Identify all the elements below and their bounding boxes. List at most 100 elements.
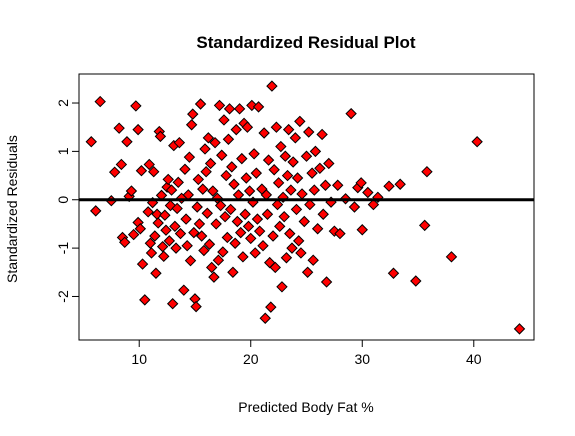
- data-points: [85, 80, 526, 335]
- data-point: [203, 238, 216, 250]
- data-point: [304, 198, 316, 211]
- data-point: [240, 172, 252, 184]
- data-point: [285, 184, 297, 196]
- data-point: [314, 162, 326, 175]
- data-point: [221, 231, 234, 244]
- x-tick-label: 30: [354, 351, 370, 367]
- data-point: [513, 323, 526, 335]
- data-point: [316, 128, 328, 141]
- data-point: [243, 185, 256, 197]
- y-axis-label: Standardized Residuals: [4, 135, 20, 283]
- data-point: [159, 209, 171, 221]
- data-point: [280, 252, 293, 264]
- x-axis-label: Predicted Body Fat %: [238, 399, 373, 415]
- data-point: [237, 251, 249, 263]
- data-point: [278, 210, 290, 223]
- data-point: [275, 140, 287, 153]
- data-point: [261, 208, 274, 220]
- data-point: [262, 154, 275, 166]
- data-point: [217, 246, 229, 258]
- x-tick-label: 10: [131, 351, 147, 367]
- data-point: [289, 132, 302, 144]
- data-point: [323, 157, 335, 170]
- data-point: [383, 180, 395, 192]
- data-point: [263, 256, 276, 269]
- data-point: [213, 99, 226, 112]
- data-point: [121, 136, 133, 148]
- data-point: [190, 300, 202, 313]
- data-point: [471, 136, 483, 148]
- data-point: [149, 230, 161, 242]
- data-point: [295, 247, 307, 259]
- y-tick-label: 1: [55, 147, 71, 155]
- data-point: [143, 158, 155, 171]
- y-axis: -2 -1 0 1 2: [55, 99, 80, 303]
- data-point: [185, 119, 198, 131]
- data-point: [229, 237, 241, 249]
- data-point: [421, 165, 433, 178]
- data-point: [241, 121, 254, 133]
- data-point: [271, 198, 284, 211]
- data-point: [198, 244, 210, 257]
- data-point: [223, 103, 236, 115]
- data-point: [94, 95, 106, 108]
- data-point: [192, 173, 205, 186]
- data-point: [174, 227, 187, 240]
- y-tick-label: 0: [55, 196, 71, 204]
- y-tick-label: -1: [55, 242, 71, 255]
- data-point: [394, 178, 406, 190]
- data-point: [367, 198, 380, 211]
- data-point: [301, 266, 314, 278]
- data-point: [253, 225, 266, 237]
- y-tick-label: 2: [55, 99, 71, 107]
- data-point: [135, 165, 148, 177]
- data-point: [348, 201, 361, 213]
- data-point: [156, 240, 169, 253]
- data-point: [236, 152, 248, 165]
- data-point: [181, 239, 193, 252]
- data-point: [266, 80, 278, 92]
- data-point: [166, 298, 179, 310]
- data-point: [332, 179, 344, 191]
- chart-title: Standardized Residual Plot: [196, 33, 415, 52]
- data-point: [231, 215, 244, 228]
- data-point: [115, 158, 128, 171]
- x-tick-label: 20: [243, 351, 259, 367]
- data-point: [270, 121, 283, 133]
- data-point: [274, 220, 286, 233]
- data-point: [387, 267, 400, 279]
- data-point: [290, 203, 303, 216]
- data-point: [334, 227, 346, 240]
- data-point: [206, 261, 218, 274]
- data-point: [193, 218, 206, 230]
- data-point: [282, 123, 295, 136]
- data-point: [224, 203, 237, 216]
- data-point: [222, 133, 235, 145]
- data-point: [298, 215, 310, 228]
- data-point: [158, 250, 170, 263]
- data-point: [269, 261, 281, 274]
- data-point: [108, 166, 121, 178]
- data-point: [355, 177, 367, 189]
- data-point: [309, 145, 322, 158]
- data-point: [154, 130, 167, 143]
- data-point: [265, 301, 277, 313]
- data-point: [187, 108, 199, 120]
- data-point: [252, 101, 265, 113]
- data-point: [257, 239, 269, 252]
- data-point: [144, 237, 157, 249]
- data-point: [228, 178, 240, 190]
- data-point: [242, 220, 255, 233]
- data-point: [317, 208, 329, 220]
- data-point: [132, 123, 144, 136]
- data-point: [202, 132, 215, 144]
- data-point: [200, 165, 212, 178]
- data-point: [272, 177, 285, 189]
- data-point: [150, 267, 162, 279]
- data-point: [233, 103, 246, 115]
- data-point: [249, 247, 261, 259]
- data-point: [207, 185, 219, 197]
- data-point: [307, 254, 319, 266]
- data-point: [234, 226, 247, 239]
- data-point: [219, 210, 231, 223]
